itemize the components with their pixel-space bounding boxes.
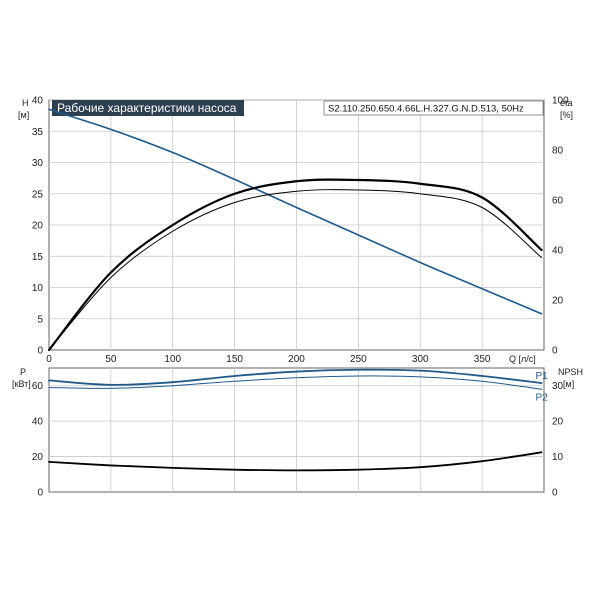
head-axis-unit: [м] bbox=[18, 110, 29, 120]
head-axis-label: H bbox=[22, 98, 29, 108]
eta-tick-label: 0 bbox=[552, 346, 558, 357]
eta-axis-label: eta bbox=[560, 98, 573, 108]
power-tick-label: 40 bbox=[32, 417, 44, 428]
head-tick-label: 40 bbox=[32, 96, 44, 107]
eta-axis-unit: [%] bbox=[560, 110, 573, 120]
head-tick-label: 35 bbox=[32, 127, 44, 138]
x-tick-label: 350 bbox=[474, 354, 491, 365]
head-tick-label: 10 bbox=[32, 283, 44, 294]
x-tick-label: 300 bbox=[412, 354, 429, 365]
series-labels: P1 P2 bbox=[536, 371, 549, 403]
top-grid bbox=[49, 99, 544, 350]
title-bar bbox=[52, 100, 244, 116]
head-tick-label: 5 bbox=[37, 314, 43, 325]
x-tick-label: 150 bbox=[226, 354, 243, 365]
eta-tick-label: 60 bbox=[552, 196, 564, 207]
chart-title: Рабочие характеристики насоса bbox=[57, 101, 237, 115]
efficiency-curve-2 bbox=[48, 189, 543, 351]
model-label: S2.110.250.650.4.66L.H.327.G.N.D.513, 50… bbox=[328, 104, 524, 115]
x-tick-label: 50 bbox=[105, 354, 117, 365]
x-tick-label: 250 bbox=[350, 354, 367, 365]
head-tick-label: 20 bbox=[32, 221, 44, 232]
npsh-tick-label: 20 bbox=[552, 417, 564, 428]
curves bbox=[47, 108, 543, 472]
npsh-tick-label: 30 bbox=[552, 381, 564, 392]
npsh-curve bbox=[48, 451, 543, 472]
npsh-axis-unit: [м] bbox=[563, 379, 574, 389]
head-curve bbox=[48, 108, 543, 315]
series-label-p2: P2 bbox=[536, 392, 549, 403]
head-tick-label: 15 bbox=[32, 252, 44, 263]
head-tick-label: 30 bbox=[32, 158, 44, 169]
eta-tick-label: 20 bbox=[552, 296, 564, 307]
eta-tick-label: 100 bbox=[552, 96, 569, 107]
power-curve-p1 bbox=[48, 368, 543, 386]
power-axis-unit: [кВт] bbox=[12, 379, 31, 389]
series-label-p1: P1 bbox=[536, 371, 549, 382]
flow-axis-label: Q [л/с] bbox=[509, 354, 536, 364]
power-axis-label: P bbox=[20, 367, 26, 377]
power-curve-p2 bbox=[48, 375, 543, 390]
eta-tick-label: 40 bbox=[552, 246, 564, 257]
x-tick-label: 200 bbox=[288, 354, 305, 365]
x-tick-label: 100 bbox=[164, 354, 181, 365]
efficiency-curve-1 bbox=[47, 178, 543, 352]
x-tick-label: 0 bbox=[46, 354, 52, 365]
npsh-axis-label: NPSH bbox=[558, 367, 583, 377]
npsh-tick-label: 0 bbox=[552, 488, 558, 499]
npsh-tick-label: 10 bbox=[552, 452, 564, 463]
power-tick-label: 60 bbox=[32, 381, 44, 392]
head-tick-label: 25 bbox=[32, 189, 44, 200]
eta-tick-label: 80 bbox=[552, 146, 564, 157]
bottom-grid bbox=[49, 368, 544, 492]
head-tick-label: 0 bbox=[37, 346, 43, 357]
model-box bbox=[323, 100, 544, 116]
power-tick-label: 20 bbox=[32, 452, 44, 463]
power-tick-label: 0 bbox=[37, 488, 43, 499]
tick-labels: 0 50 100 150 200 250 300 3500510152025303540020… bbox=[32, 96, 569, 499]
